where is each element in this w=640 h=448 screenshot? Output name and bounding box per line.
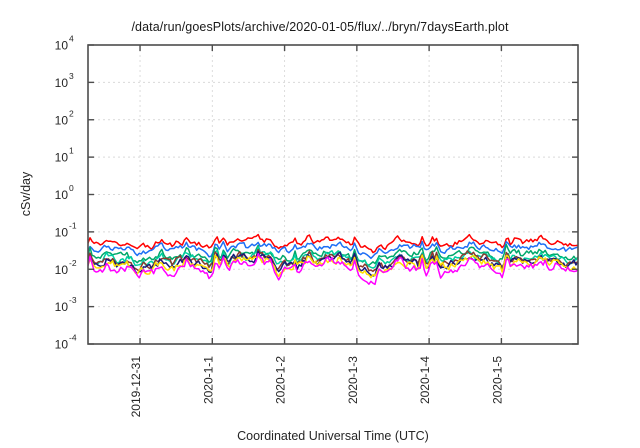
x-axis-label: Coordinated Universal Time (UTC) [237,429,429,443]
series-trace-5 [88,248,578,273]
y-tick-exponent: 4 [69,34,74,44]
y-tick-exponent: 1 [69,146,74,156]
series-trace-1 [88,233,578,254]
y-tick-label: 10 [55,338,69,352]
series-trace-8 [88,252,578,286]
x-tick-label: 2020-1-4 [418,356,432,404]
y-tick-label: 10 [55,300,69,314]
y-tick-exponent: -1 [69,220,77,230]
y-tick-exponent: -4 [69,333,77,343]
series-trace-2 [88,240,578,260]
y-tick-label: 10 [55,225,69,239]
y-tick-label: 10 [55,76,69,90]
y-tick-label: 10 [55,39,69,53]
y-tick-label: 10 [55,263,69,277]
y-tick-label: 10 [55,151,69,165]
x-tick-label: 2020-1-1 [201,356,215,404]
gridlines [88,45,578,344]
x-tick-label: 2020-1-5 [490,356,504,404]
y-tick-label: 10 [55,113,69,127]
y-tick-exponent: -3 [69,295,77,305]
y-axis-label: cSv/day [19,171,33,216]
page-title: /data/run/goesPlots/archive/2020-01-05/f… [131,20,509,34]
y-tick-exponent: 2 [69,108,74,118]
x-tick-label: 2020-1-3 [346,356,360,404]
x-axis-ticks: 2019-12-31 2020-1-1 2020-1-2 2020-1-3 2020-1… [129,45,504,417]
x-tick-label: 2019-12-31 [129,356,143,418]
y-tick-exponent: 3 [69,71,74,81]
x-tick-label: 2020-1-2 [274,356,288,404]
y-tick-exponent: 0 [69,183,74,193]
series-lines [88,233,578,286]
y-tick-exponent: -2 [69,258,77,268]
y-tick-label: 10 [55,188,69,202]
